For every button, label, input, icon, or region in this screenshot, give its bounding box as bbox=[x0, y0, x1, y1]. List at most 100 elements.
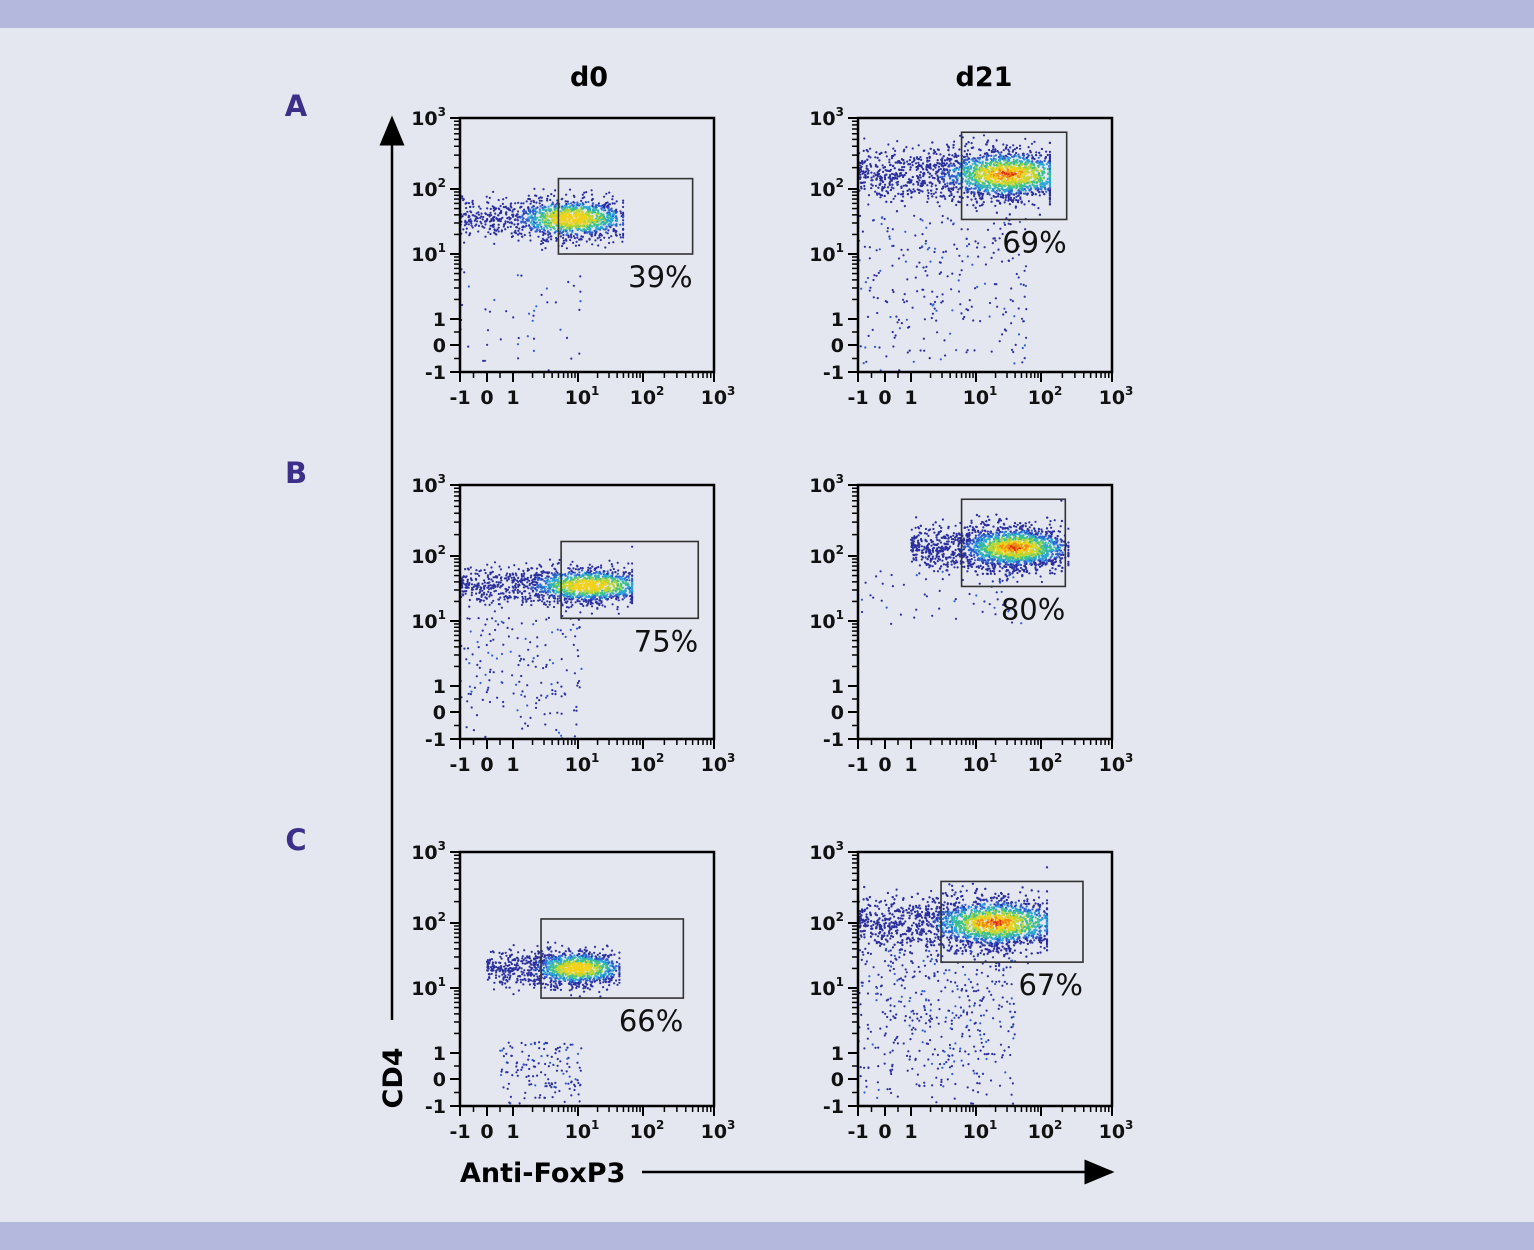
event-dot bbox=[550, 193, 552, 195]
event-dot bbox=[872, 279, 874, 281]
event-dot bbox=[610, 218, 612, 220]
plot-frame bbox=[460, 118, 714, 372]
event-dot bbox=[530, 221, 532, 223]
event-dot bbox=[986, 159, 988, 161]
event-dot bbox=[949, 160, 951, 162]
event-dot bbox=[547, 222, 549, 224]
event-dot bbox=[1048, 173, 1050, 175]
event-dot bbox=[864, 160, 866, 162]
event-dot bbox=[524, 234, 526, 236]
event-dot bbox=[475, 216, 477, 218]
event-dot bbox=[570, 226, 572, 228]
event-dot bbox=[468, 223, 470, 225]
event-dot bbox=[982, 194, 984, 196]
event-dot bbox=[903, 150, 905, 152]
event-dot bbox=[948, 188, 950, 190]
event-dot bbox=[486, 344, 488, 346]
event-dot bbox=[1008, 185, 1010, 187]
event-dot bbox=[576, 241, 578, 243]
event-dot bbox=[863, 185, 865, 187]
event-dot bbox=[863, 362, 865, 364]
event-dot bbox=[496, 581, 498, 583]
event-dot bbox=[996, 212, 998, 214]
event-dot bbox=[866, 149, 868, 151]
event-dot bbox=[885, 174, 887, 176]
event-dot bbox=[570, 235, 572, 237]
event-dot bbox=[934, 301, 936, 303]
event-dot bbox=[864, 188, 866, 190]
event-dot bbox=[1021, 201, 1023, 203]
event-dot bbox=[490, 208, 492, 210]
event-dot bbox=[1039, 214, 1041, 216]
event-dot bbox=[881, 217, 883, 219]
row-label-b: B bbox=[285, 456, 307, 490]
event-dot bbox=[892, 291, 894, 293]
event-dot bbox=[589, 218, 591, 220]
event-dot bbox=[887, 227, 889, 229]
event-dot bbox=[1027, 168, 1029, 170]
event-dot bbox=[921, 219, 923, 221]
event-dot bbox=[893, 198, 895, 200]
event-dot bbox=[616, 235, 618, 237]
event-dot bbox=[622, 215, 624, 217]
event-dot bbox=[596, 206, 598, 208]
event-dot bbox=[567, 281, 569, 283]
event-dot bbox=[489, 228, 491, 230]
event-dot bbox=[515, 574, 517, 576]
event-dot bbox=[978, 174, 980, 176]
event-dot bbox=[567, 221, 569, 223]
event-dot bbox=[932, 169, 934, 171]
event-dot bbox=[997, 164, 999, 166]
event-dot bbox=[931, 183, 933, 185]
event-dot bbox=[608, 242, 610, 244]
event-dot bbox=[903, 162, 905, 164]
event-dot bbox=[498, 603, 500, 605]
event-dot bbox=[573, 219, 575, 221]
event-dot bbox=[464, 220, 466, 222]
event-dot bbox=[595, 213, 597, 215]
event-dot bbox=[597, 217, 599, 219]
event-dot bbox=[969, 299, 971, 301]
event-dot bbox=[529, 232, 531, 234]
event-dot bbox=[518, 228, 520, 230]
event-dot bbox=[575, 206, 577, 208]
event-dot bbox=[462, 199, 464, 201]
event-dot bbox=[565, 200, 567, 202]
event-dot bbox=[1005, 199, 1007, 201]
event-dot bbox=[879, 183, 881, 185]
event-dot bbox=[546, 217, 548, 219]
event-dot bbox=[1001, 196, 1003, 198]
event-dot bbox=[622, 236, 624, 238]
event-dot bbox=[944, 354, 946, 356]
event-dot bbox=[482, 226, 484, 228]
event-dot bbox=[992, 172, 994, 174]
event-dot bbox=[1024, 188, 1026, 190]
event-dot bbox=[528, 224, 530, 226]
event-dot bbox=[957, 155, 959, 157]
event-dot bbox=[551, 215, 553, 217]
y-tick-label: 0 bbox=[433, 335, 446, 357]
event-dot bbox=[486, 564, 488, 566]
event-dot bbox=[498, 199, 500, 201]
event-dot bbox=[966, 167, 968, 169]
event-dot bbox=[1011, 200, 1013, 202]
event-dot bbox=[969, 153, 971, 155]
event-dot bbox=[915, 277, 917, 279]
event-dot bbox=[546, 301, 548, 303]
event-dot bbox=[581, 224, 583, 226]
event-dot bbox=[966, 183, 968, 185]
event-dot bbox=[1035, 154, 1037, 156]
event-dot bbox=[565, 203, 567, 205]
event-dot bbox=[466, 211, 468, 213]
event-dot bbox=[1018, 172, 1020, 174]
event-dot bbox=[600, 205, 602, 207]
event-dot bbox=[932, 303, 934, 305]
event-dot bbox=[545, 206, 547, 208]
event-dot bbox=[1029, 181, 1031, 183]
event-dot bbox=[505, 197, 507, 199]
event-dot bbox=[900, 193, 902, 195]
event-dot bbox=[1004, 201, 1006, 203]
event-dot bbox=[1031, 157, 1033, 159]
event-dot bbox=[952, 147, 954, 149]
event-dot bbox=[945, 250, 947, 252]
